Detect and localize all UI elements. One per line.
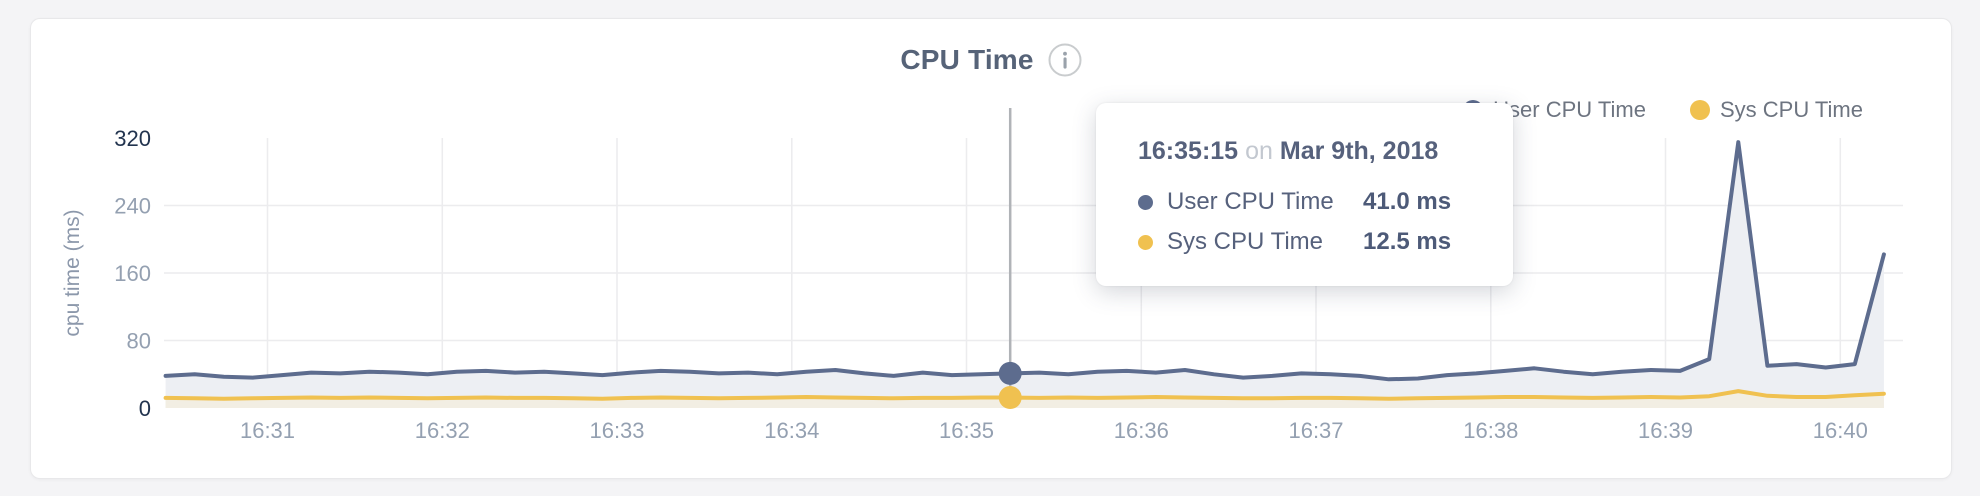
tooltip-title: 16:35:15 on Mar 9th, 2018 <box>1138 137 1473 166</box>
legend-label-user: User CPU Time <box>1493 97 1646 122</box>
tooltip-user-label: User CPU Time <box>1167 188 1334 215</box>
x-tick-label: 16:39 <box>1638 418 1693 443</box>
y-tick-label: 160 <box>114 261 151 286</box>
chart-title: CPU Time <box>900 44 1034 75</box>
user-cpu-time-area <box>165 142 1884 408</box>
x-tick-label: 16:37 <box>1288 418 1343 443</box>
x-tick-label: 16:33 <box>589 418 644 443</box>
tooltip-sys-label: Sys CPU Time <box>1167 228 1324 255</box>
y-tick-label: 240 <box>114 194 151 219</box>
y-tick-label: 320 <box>114 126 151 151</box>
x-tick-label: 16:34 <box>764 418 819 443</box>
tooltip-row-user: User CPU Time 41.0 ms <box>1138 182 1473 222</box>
legend-label-sys: Sys CPU Time <box>1719 97 1863 122</box>
tooltip-date: Mar 9th, 2018 <box>1279 137 1439 165</box>
y-tick-label: 80 <box>127 329 151 354</box>
x-tick-label: 16:40 <box>1813 418 1868 443</box>
chart-legend: User CPU Time Sys CPU Time <box>1463 97 1863 123</box>
tooltip-row-sys: Sys CPU Time 12.5 ms <box>1138 222 1473 262</box>
sys-series-dot-icon <box>1689 100 1710 120</box>
hover-point-sys-cpu-time[interactable] <box>998 386 1022 409</box>
cpu-time-chart-plot[interactable]: 16:31 16:32 16:33 16:34 16:35 16:36 16:37 16:38… <box>31 19 1951 478</box>
x-tick-label: 16:38 <box>1463 418 1518 443</box>
tooltip-conjunction: on <box>1245 137 1273 165</box>
chart-header: CPU Time <box>31 43 1951 77</box>
info-icon[interactable] <box>1048 43 1082 77</box>
legend-item-sys-cpu-time[interactable]: Sys CPU Time <box>1689 97 1863 123</box>
cpu-time-chart-card: CPU Time User CPU Time Sys CPU Time 16:3… <box>30 18 1952 479</box>
tooltip-sys-value: 12.5 ms <box>1363 228 1452 255</box>
x-tick-label: 16:35 <box>939 418 994 443</box>
user-cpu-time-line[interactable] <box>163 140 1886 382</box>
sys-cpu-time-line[interactable] <box>163 389 1886 401</box>
hover-point-user-cpu-time[interactable] <box>998 361 1022 385</box>
x-tick-label: 16:31 <box>240 418 295 443</box>
hover-tooltip: 16:35:15 on Mar 9th, 2018 User CPU Time 41… <box>1096 103 1513 286</box>
y-axis-label: cpu time (ms) <box>61 209 84 336</box>
tooltip-user-value: 41.0 ms <box>1363 188 1452 215</box>
x-tick-label: 16:36 <box>1114 418 1169 443</box>
tooltip-time: 16:35:15 <box>1138 137 1239 165</box>
y-tick-label: 0 <box>139 396 151 421</box>
tooltip-sys-dot-icon <box>1138 234 1153 250</box>
x-tick-label: 16:32 <box>415 418 470 443</box>
tooltip-user-dot-icon <box>1138 194 1153 210</box>
